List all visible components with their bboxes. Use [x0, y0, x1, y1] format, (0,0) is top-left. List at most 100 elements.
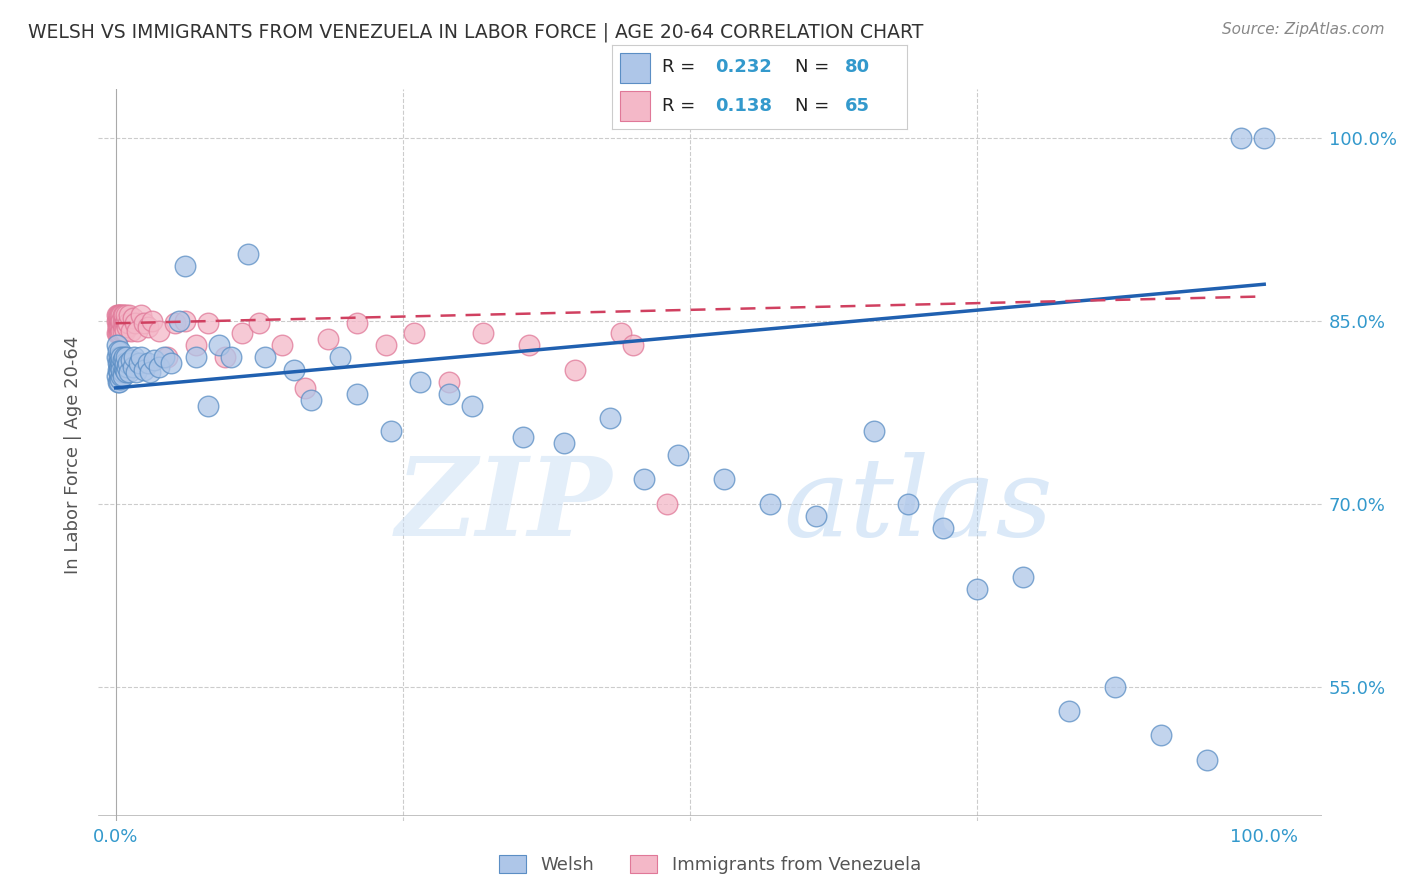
Point	[114, 362, 136, 376]
Point	[114, 357, 136, 371]
Point	[346, 316, 368, 330]
Text: R =: R =	[662, 59, 700, 77]
Point	[105, 351, 128, 365]
Point	[197, 316, 219, 330]
Point	[346, 387, 368, 401]
Point	[437, 387, 460, 401]
Point	[111, 324, 134, 338]
Point	[112, 308, 135, 322]
Point	[110, 308, 132, 322]
Point	[112, 351, 135, 365]
Point	[108, 351, 131, 365]
Point	[1230, 131, 1253, 145]
Point	[139, 365, 162, 379]
Point	[472, 326, 495, 340]
Bar	[620, 91, 650, 120]
Point	[655, 497, 678, 511]
Point	[141, 314, 163, 328]
Point	[294, 381, 316, 395]
Point	[117, 357, 139, 371]
Point	[247, 316, 270, 330]
Point	[759, 497, 782, 511]
Point	[299, 393, 322, 408]
Point	[111, 368, 134, 383]
Point	[122, 360, 145, 375]
Point	[110, 352, 132, 367]
Point	[118, 365, 141, 379]
Point	[1150, 728, 1173, 742]
Point	[219, 351, 242, 365]
Point	[108, 316, 131, 330]
Text: 65: 65	[845, 96, 870, 114]
Point	[110, 368, 132, 383]
Point	[966, 582, 988, 596]
Point	[136, 357, 159, 371]
Point	[437, 375, 460, 389]
Point	[108, 375, 131, 389]
Point	[105, 368, 128, 383]
Point	[110, 320, 132, 334]
Point	[148, 324, 170, 338]
Point	[110, 372, 132, 386]
Point	[633, 472, 655, 486]
Point	[134, 316, 156, 330]
Text: 0.232: 0.232	[716, 59, 772, 77]
Point	[114, 316, 136, 330]
Point	[124, 316, 146, 330]
Point	[153, 351, 176, 365]
Point	[108, 311, 131, 326]
Point	[512, 430, 534, 444]
Point	[897, 497, 920, 511]
Point	[115, 308, 138, 322]
Point	[1104, 680, 1126, 694]
Text: N =: N =	[794, 59, 835, 77]
Point	[231, 326, 253, 340]
Point	[862, 424, 884, 438]
Point	[184, 351, 207, 365]
Text: WELSH VS IMMIGRANTS FROM VENEZUELA IN LABOR FORCE | AGE 20-64 CORRELATION CHART: WELSH VS IMMIGRANTS FROM VENEZUELA IN LA…	[28, 22, 924, 42]
Point	[110, 314, 132, 328]
Point	[114, 324, 136, 338]
Point	[110, 357, 132, 371]
Point	[107, 344, 129, 359]
Point	[112, 314, 135, 328]
Point	[107, 362, 129, 376]
Point	[107, 320, 129, 334]
Point	[316, 332, 339, 346]
Point	[599, 411, 621, 425]
Point	[167, 314, 190, 328]
Point	[105, 338, 128, 352]
Point	[142, 352, 165, 367]
Point	[107, 314, 129, 328]
Point	[110, 308, 132, 322]
Point	[564, 362, 586, 376]
Point	[184, 338, 207, 352]
Point	[208, 338, 231, 352]
Point	[159, 357, 181, 371]
Point	[112, 320, 135, 334]
Point	[105, 308, 128, 322]
Point	[136, 320, 159, 334]
Point	[329, 351, 352, 365]
Point	[111, 352, 134, 367]
Point	[110, 344, 132, 359]
Point	[117, 316, 139, 330]
Legend: Welsh, Immigrants from Venezuela: Welsh, Immigrants from Venezuela	[492, 847, 928, 881]
Point	[108, 357, 131, 371]
Bar	[620, 54, 650, 83]
Point	[271, 338, 294, 352]
Point	[110, 360, 132, 375]
Point	[806, 508, 828, 523]
Point	[110, 326, 132, 340]
Point	[115, 351, 138, 365]
Point	[668, 448, 690, 462]
Point	[173, 259, 195, 273]
Point	[931, 521, 953, 535]
Point	[1057, 704, 1080, 718]
Point	[111, 365, 134, 379]
Point	[110, 351, 132, 365]
Point	[129, 308, 152, 322]
Point	[112, 360, 135, 375]
Point	[107, 357, 129, 371]
Point	[108, 320, 131, 334]
